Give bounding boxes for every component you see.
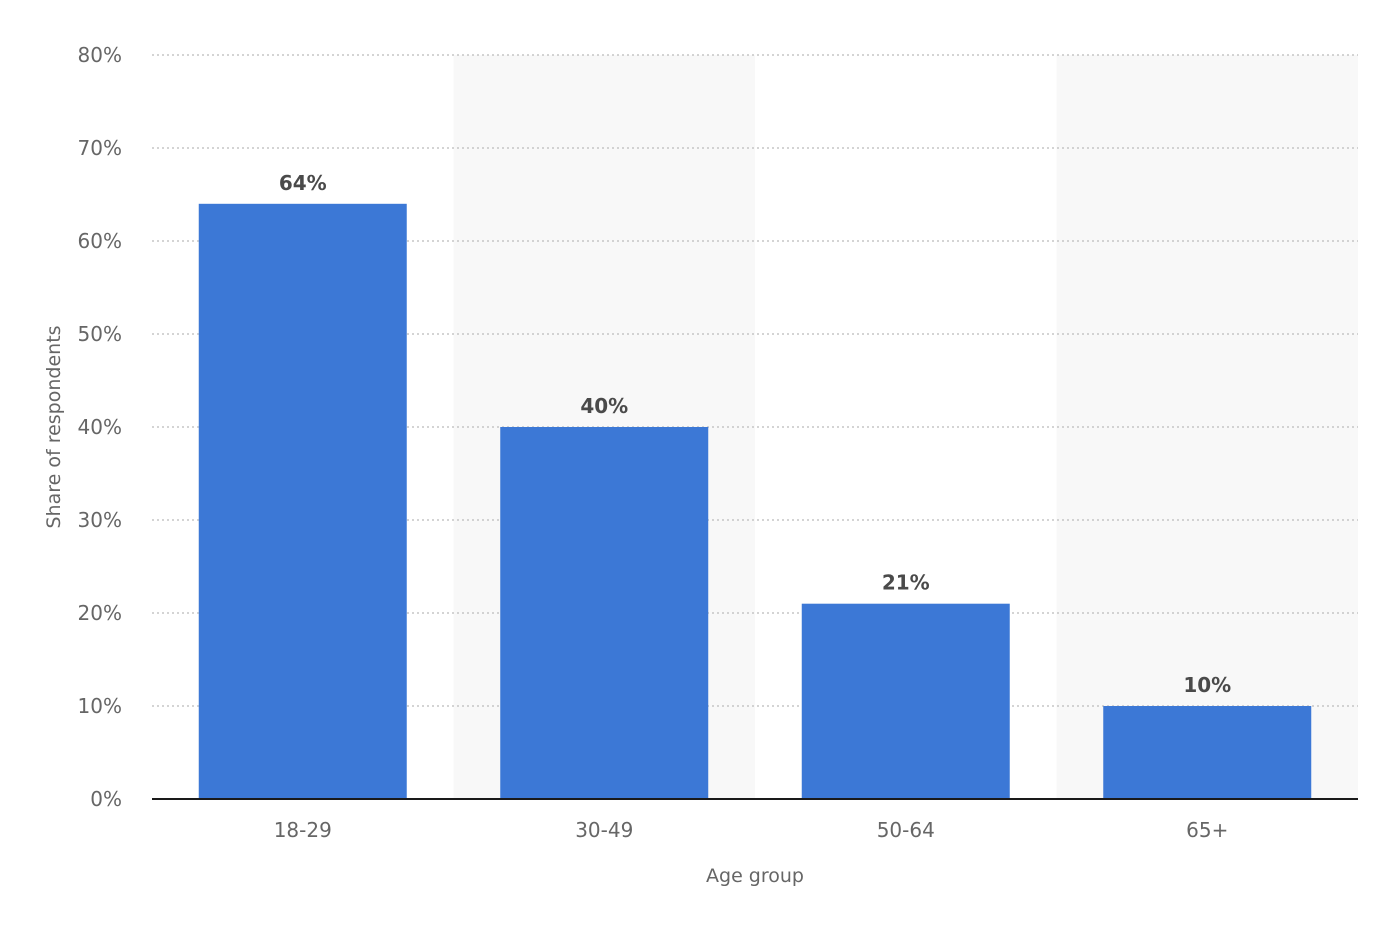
x-axis-title: Age group bbox=[706, 865, 804, 887]
x-tick-label: 30-49 bbox=[575, 818, 633, 842]
bar bbox=[1103, 706, 1312, 799]
bar bbox=[500, 427, 709, 799]
bar-value-labels: 64% 40% 21% 10% bbox=[279, 171, 1231, 697]
y-tick-label: 30% bbox=[78, 508, 122, 532]
x-tick-label: 50-64 bbox=[877, 818, 935, 842]
y-axis-ticks: 0% 10% 20% 30% 40% 50% 60% 70% 80% bbox=[78, 43, 122, 811]
bar bbox=[801, 603, 1010, 799]
bar-value-label: 40% bbox=[580, 394, 628, 418]
x-tick-label: 65+ bbox=[1186, 818, 1228, 842]
bar-value-label: 64% bbox=[279, 171, 327, 195]
y-tick-label: 40% bbox=[78, 415, 122, 439]
bars bbox=[198, 203, 1312, 800]
bar bbox=[198, 203, 407, 800]
y-tick-label: 80% bbox=[78, 43, 122, 67]
y-tick-label: 20% bbox=[78, 601, 122, 625]
bar-value-label: 21% bbox=[882, 571, 930, 595]
y-tick-label: 60% bbox=[78, 229, 122, 253]
bar-value-label: 10% bbox=[1183, 673, 1231, 697]
x-tick-label: 18-29 bbox=[274, 818, 332, 842]
y-axis-title: Share of respondents bbox=[43, 325, 65, 528]
y-tick-label: 70% bbox=[78, 136, 122, 160]
y-tick-label: 0% bbox=[90, 787, 122, 811]
y-tick-label: 50% bbox=[78, 322, 122, 346]
x-axis-ticks: 18-29 30-49 50-64 65+ bbox=[274, 818, 1229, 842]
y-tick-label: 10% bbox=[78, 694, 122, 718]
